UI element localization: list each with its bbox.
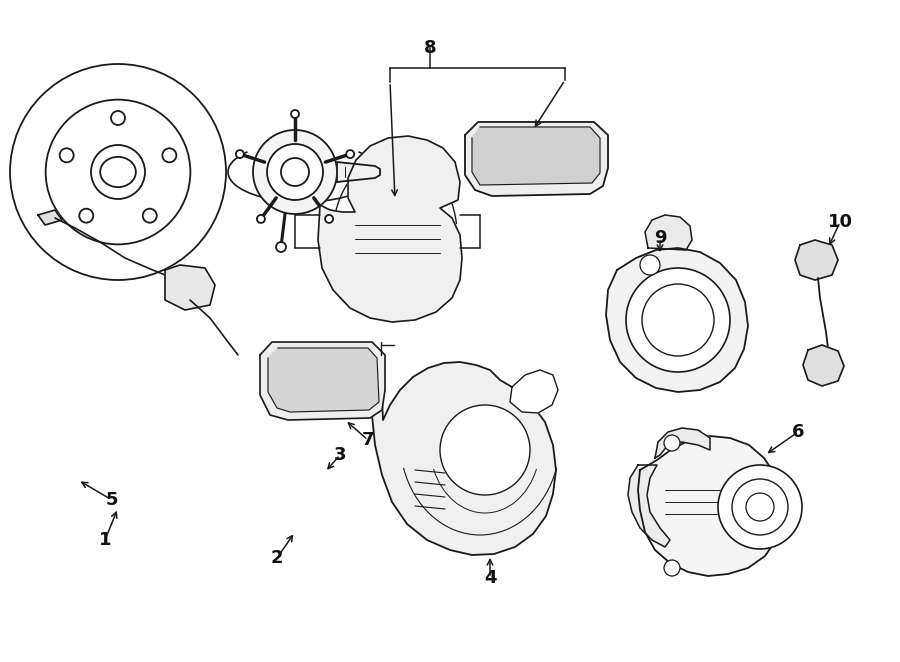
Circle shape	[10, 64, 226, 280]
Text: 10: 10	[827, 213, 852, 231]
Text: 5: 5	[106, 491, 118, 509]
Polygon shape	[638, 436, 782, 576]
Text: 8: 8	[424, 39, 436, 57]
Circle shape	[346, 150, 355, 158]
Circle shape	[267, 144, 323, 200]
Circle shape	[746, 493, 774, 521]
Polygon shape	[803, 345, 844, 386]
Text: 6: 6	[792, 423, 805, 441]
Text: 1: 1	[99, 531, 112, 549]
Circle shape	[291, 110, 299, 118]
Circle shape	[281, 158, 309, 186]
Circle shape	[640, 255, 660, 275]
Circle shape	[325, 215, 333, 223]
Circle shape	[642, 284, 714, 356]
Polygon shape	[465, 122, 608, 196]
Polygon shape	[318, 136, 462, 322]
Text: 3: 3	[334, 446, 346, 464]
Circle shape	[253, 130, 337, 214]
Polygon shape	[795, 240, 838, 280]
Text: 2: 2	[271, 549, 284, 567]
Text: 9: 9	[653, 229, 666, 247]
Circle shape	[256, 215, 265, 223]
Text: 4: 4	[484, 569, 496, 587]
Polygon shape	[337, 162, 380, 182]
Circle shape	[626, 268, 730, 372]
Circle shape	[718, 465, 802, 549]
Circle shape	[276, 242, 286, 252]
Circle shape	[664, 560, 680, 576]
Ellipse shape	[100, 157, 136, 187]
Circle shape	[440, 405, 530, 495]
Polygon shape	[606, 248, 748, 392]
Circle shape	[236, 150, 244, 158]
Polygon shape	[38, 210, 62, 225]
Circle shape	[46, 100, 191, 244]
Text: 7: 7	[362, 431, 374, 449]
Circle shape	[664, 435, 680, 451]
Polygon shape	[372, 355, 556, 555]
Circle shape	[111, 111, 125, 125]
Polygon shape	[655, 428, 710, 458]
Polygon shape	[165, 265, 215, 310]
Polygon shape	[472, 127, 600, 185]
Circle shape	[79, 209, 94, 222]
Circle shape	[59, 148, 74, 162]
Polygon shape	[645, 215, 692, 250]
Circle shape	[732, 479, 788, 535]
Polygon shape	[510, 370, 558, 413]
Circle shape	[143, 209, 157, 222]
Circle shape	[91, 145, 145, 199]
Polygon shape	[628, 465, 670, 547]
Polygon shape	[268, 348, 379, 412]
Polygon shape	[260, 342, 385, 420]
Circle shape	[162, 148, 176, 162]
